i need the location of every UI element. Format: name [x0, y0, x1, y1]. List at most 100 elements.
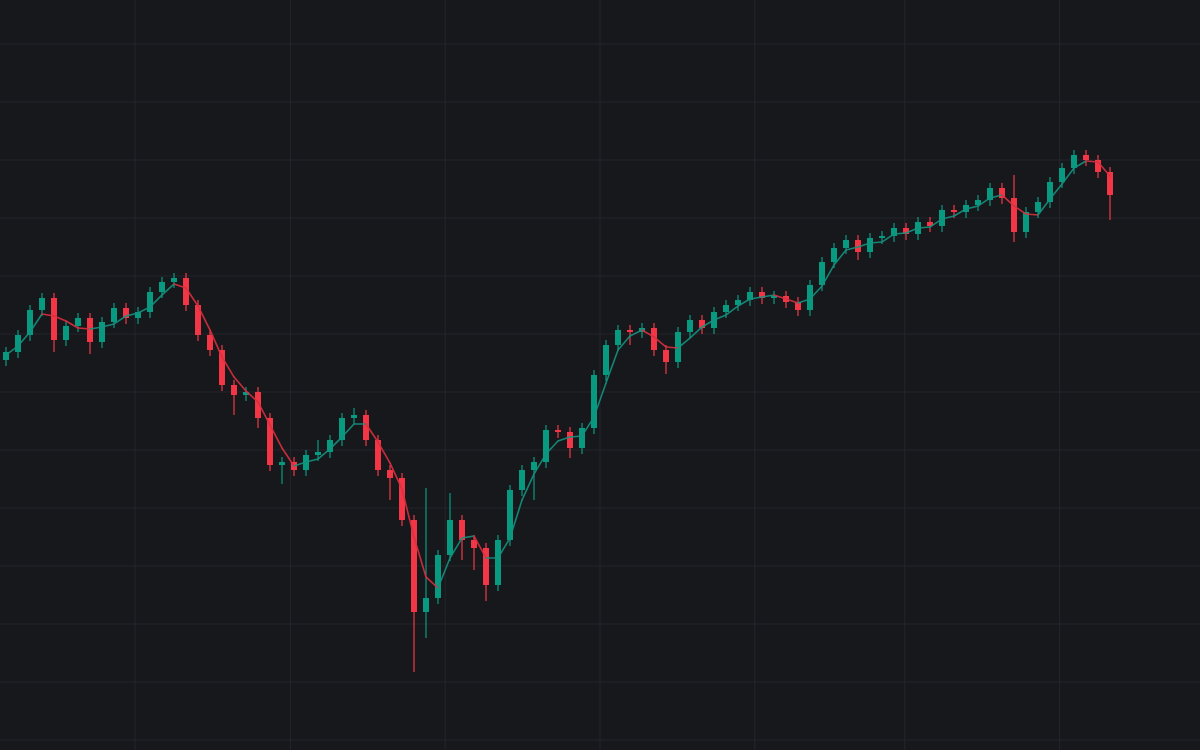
moving-average-segment — [917, 226, 931, 229]
moving-average-segment — [761, 294, 775, 298]
candle-body — [351, 415, 357, 418]
candle-body — [63, 326, 69, 340]
candle-body — [567, 432, 573, 448]
moving-average-segment — [17, 331, 31, 347]
candle-body — [111, 308, 117, 322]
candle-body — [555, 430, 561, 432]
candle-body — [531, 462, 537, 470]
candle-body — [1059, 168, 1065, 182]
candle-body — [423, 598, 429, 612]
candle-body — [459, 520, 465, 540]
candle-body — [183, 278, 189, 305]
candle-body — [579, 428, 585, 448]
moving-average-segment — [29, 313, 43, 333]
candle-body — [327, 440, 333, 452]
candle-body — [747, 292, 753, 300]
candle-body — [483, 548, 489, 585]
moving-average-segment — [1037, 198, 1051, 216]
candle-body — [507, 490, 513, 540]
candle-body — [279, 462, 285, 465]
moving-average-segment — [161, 283, 175, 296]
candle-body — [495, 540, 501, 585]
moving-average-segment — [869, 241, 883, 244]
candle-body — [75, 318, 81, 326]
candle-body — [843, 240, 849, 248]
candle-body — [15, 335, 21, 352]
candle-body — [819, 262, 825, 285]
moving-average-segment — [1085, 160, 1099, 163]
moving-average-segment — [989, 194, 1003, 199]
moving-average-segment — [881, 233, 895, 243]
moving-average-segment — [713, 314, 727, 321]
moving-average-segment — [77, 327, 91, 330]
candle-body — [939, 210, 945, 226]
candle-body — [135, 312, 141, 318]
candle-body — [207, 335, 213, 350]
moving-average-segment — [449, 537, 463, 559]
moving-average-segment — [293, 461, 307, 467]
moving-average-segment — [341, 423, 355, 438]
moving-average-segment — [1025, 213, 1039, 216]
moving-average-segment — [953, 208, 967, 217]
candle-body — [1107, 172, 1113, 195]
moving-average-segment — [65, 320, 79, 329]
candle-body — [3, 352, 9, 360]
candle-body — [243, 392, 249, 395]
moving-average-segment — [701, 319, 715, 328]
candle-body — [123, 308, 129, 318]
candle-body — [987, 188, 993, 200]
moving-average-segment — [677, 337, 691, 349]
moving-average-segment — [221, 356, 235, 378]
moving-average-segment — [257, 401, 271, 426]
moving-average-segment — [833, 249, 847, 266]
moving-average-segment — [845, 246, 859, 251]
candle-body — [699, 320, 705, 328]
candle-body — [1071, 155, 1077, 168]
candle-body — [879, 236, 885, 238]
moving-average-segment — [521, 473, 535, 501]
moving-average-segment — [197, 305, 211, 331]
moving-average-segment — [1001, 194, 1015, 207]
moving-average-segment — [53, 315, 67, 322]
candle-body — [615, 330, 621, 345]
candle-body — [795, 302, 801, 310]
moving-average-segment — [509, 499, 523, 539]
candle-body — [99, 322, 105, 342]
moving-average-segment — [557, 436, 571, 442]
candle-body — [1047, 182, 1053, 202]
candle-body — [411, 520, 417, 612]
candle-body — [1083, 155, 1089, 160]
moving-average-segment — [593, 382, 607, 418]
moving-average-segment — [725, 305, 739, 316]
candle-body — [663, 350, 669, 362]
moving-average-segment — [377, 441, 391, 464]
candle-body — [855, 240, 861, 252]
candle-body — [363, 415, 369, 440]
moving-average-segment — [365, 423, 379, 443]
candle-body — [891, 228, 897, 236]
moving-average-segment — [281, 447, 295, 467]
candle-body — [831, 248, 837, 262]
candle-body — [975, 200, 981, 205]
moving-average-segment — [977, 197, 991, 207]
moving-average-segment — [641, 329, 655, 338]
moving-average-segment — [689, 326, 703, 339]
moving-average-segment — [905, 227, 919, 234]
candle-body — [1095, 160, 1101, 172]
candle-body — [687, 320, 693, 332]
candle-body — [375, 440, 381, 470]
candle-body — [627, 330, 633, 332]
candle-body — [771, 296, 777, 298]
candle-body — [255, 392, 261, 418]
moving-average-segment — [437, 557, 451, 589]
moving-average-segment — [1049, 183, 1063, 200]
moving-average-segment — [653, 336, 667, 348]
moving-average-segment — [329, 436, 343, 450]
candle-body — [603, 345, 609, 375]
moving-average-segment — [1073, 160, 1087, 169]
candle-body — [27, 310, 33, 335]
candle-body — [267, 418, 273, 465]
candle-body — [159, 282, 165, 292]
